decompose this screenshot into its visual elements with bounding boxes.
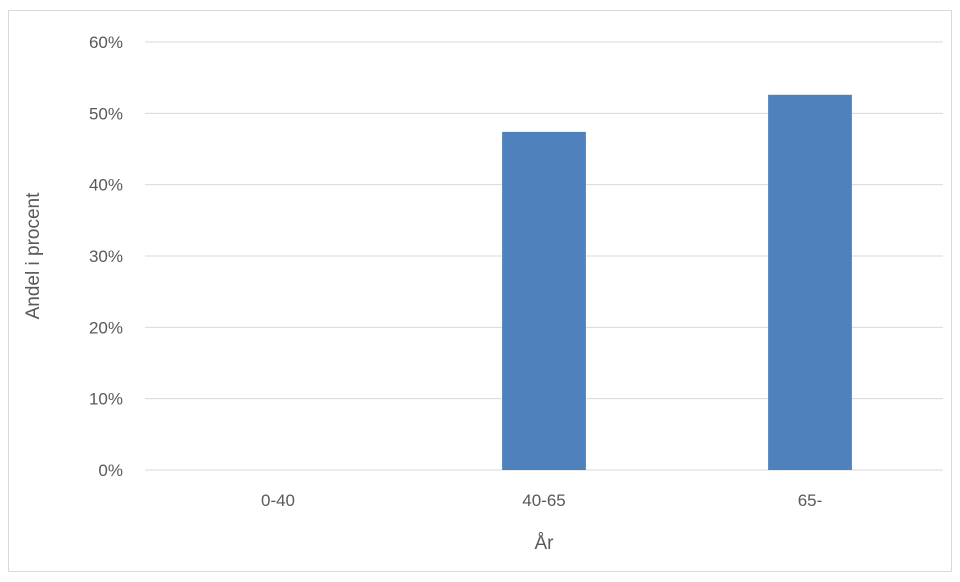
bars [502, 94, 852, 470]
y-axis-title: Andel i procent [23, 192, 44, 319]
bar-40-65 [502, 131, 586, 470]
y-tick-label: 40% [89, 176, 123, 195]
x-tick-label: 0-40 [261, 491, 295, 510]
y-axis-ticks: 0% 10% 20% 30% 40% 50% 60% [89, 33, 123, 480]
y-tick-label: 30% [89, 247, 123, 266]
y-tick-label: 10% [89, 390, 123, 409]
y-tick-label: 50% [89, 104, 123, 123]
x-tick-label: 65- [798, 491, 823, 510]
bar-65- [768, 94, 852, 470]
y-tick-label: 60% [89, 33, 123, 52]
x-axis-title: År [535, 533, 555, 554]
y-tick-label: 0% [98, 461, 123, 480]
x-tick-label: 40-65 [522, 491, 565, 510]
y-tick-label: 20% [89, 318, 123, 337]
x-axis-ticks: 0-40 40-65 65- [261, 491, 822, 510]
